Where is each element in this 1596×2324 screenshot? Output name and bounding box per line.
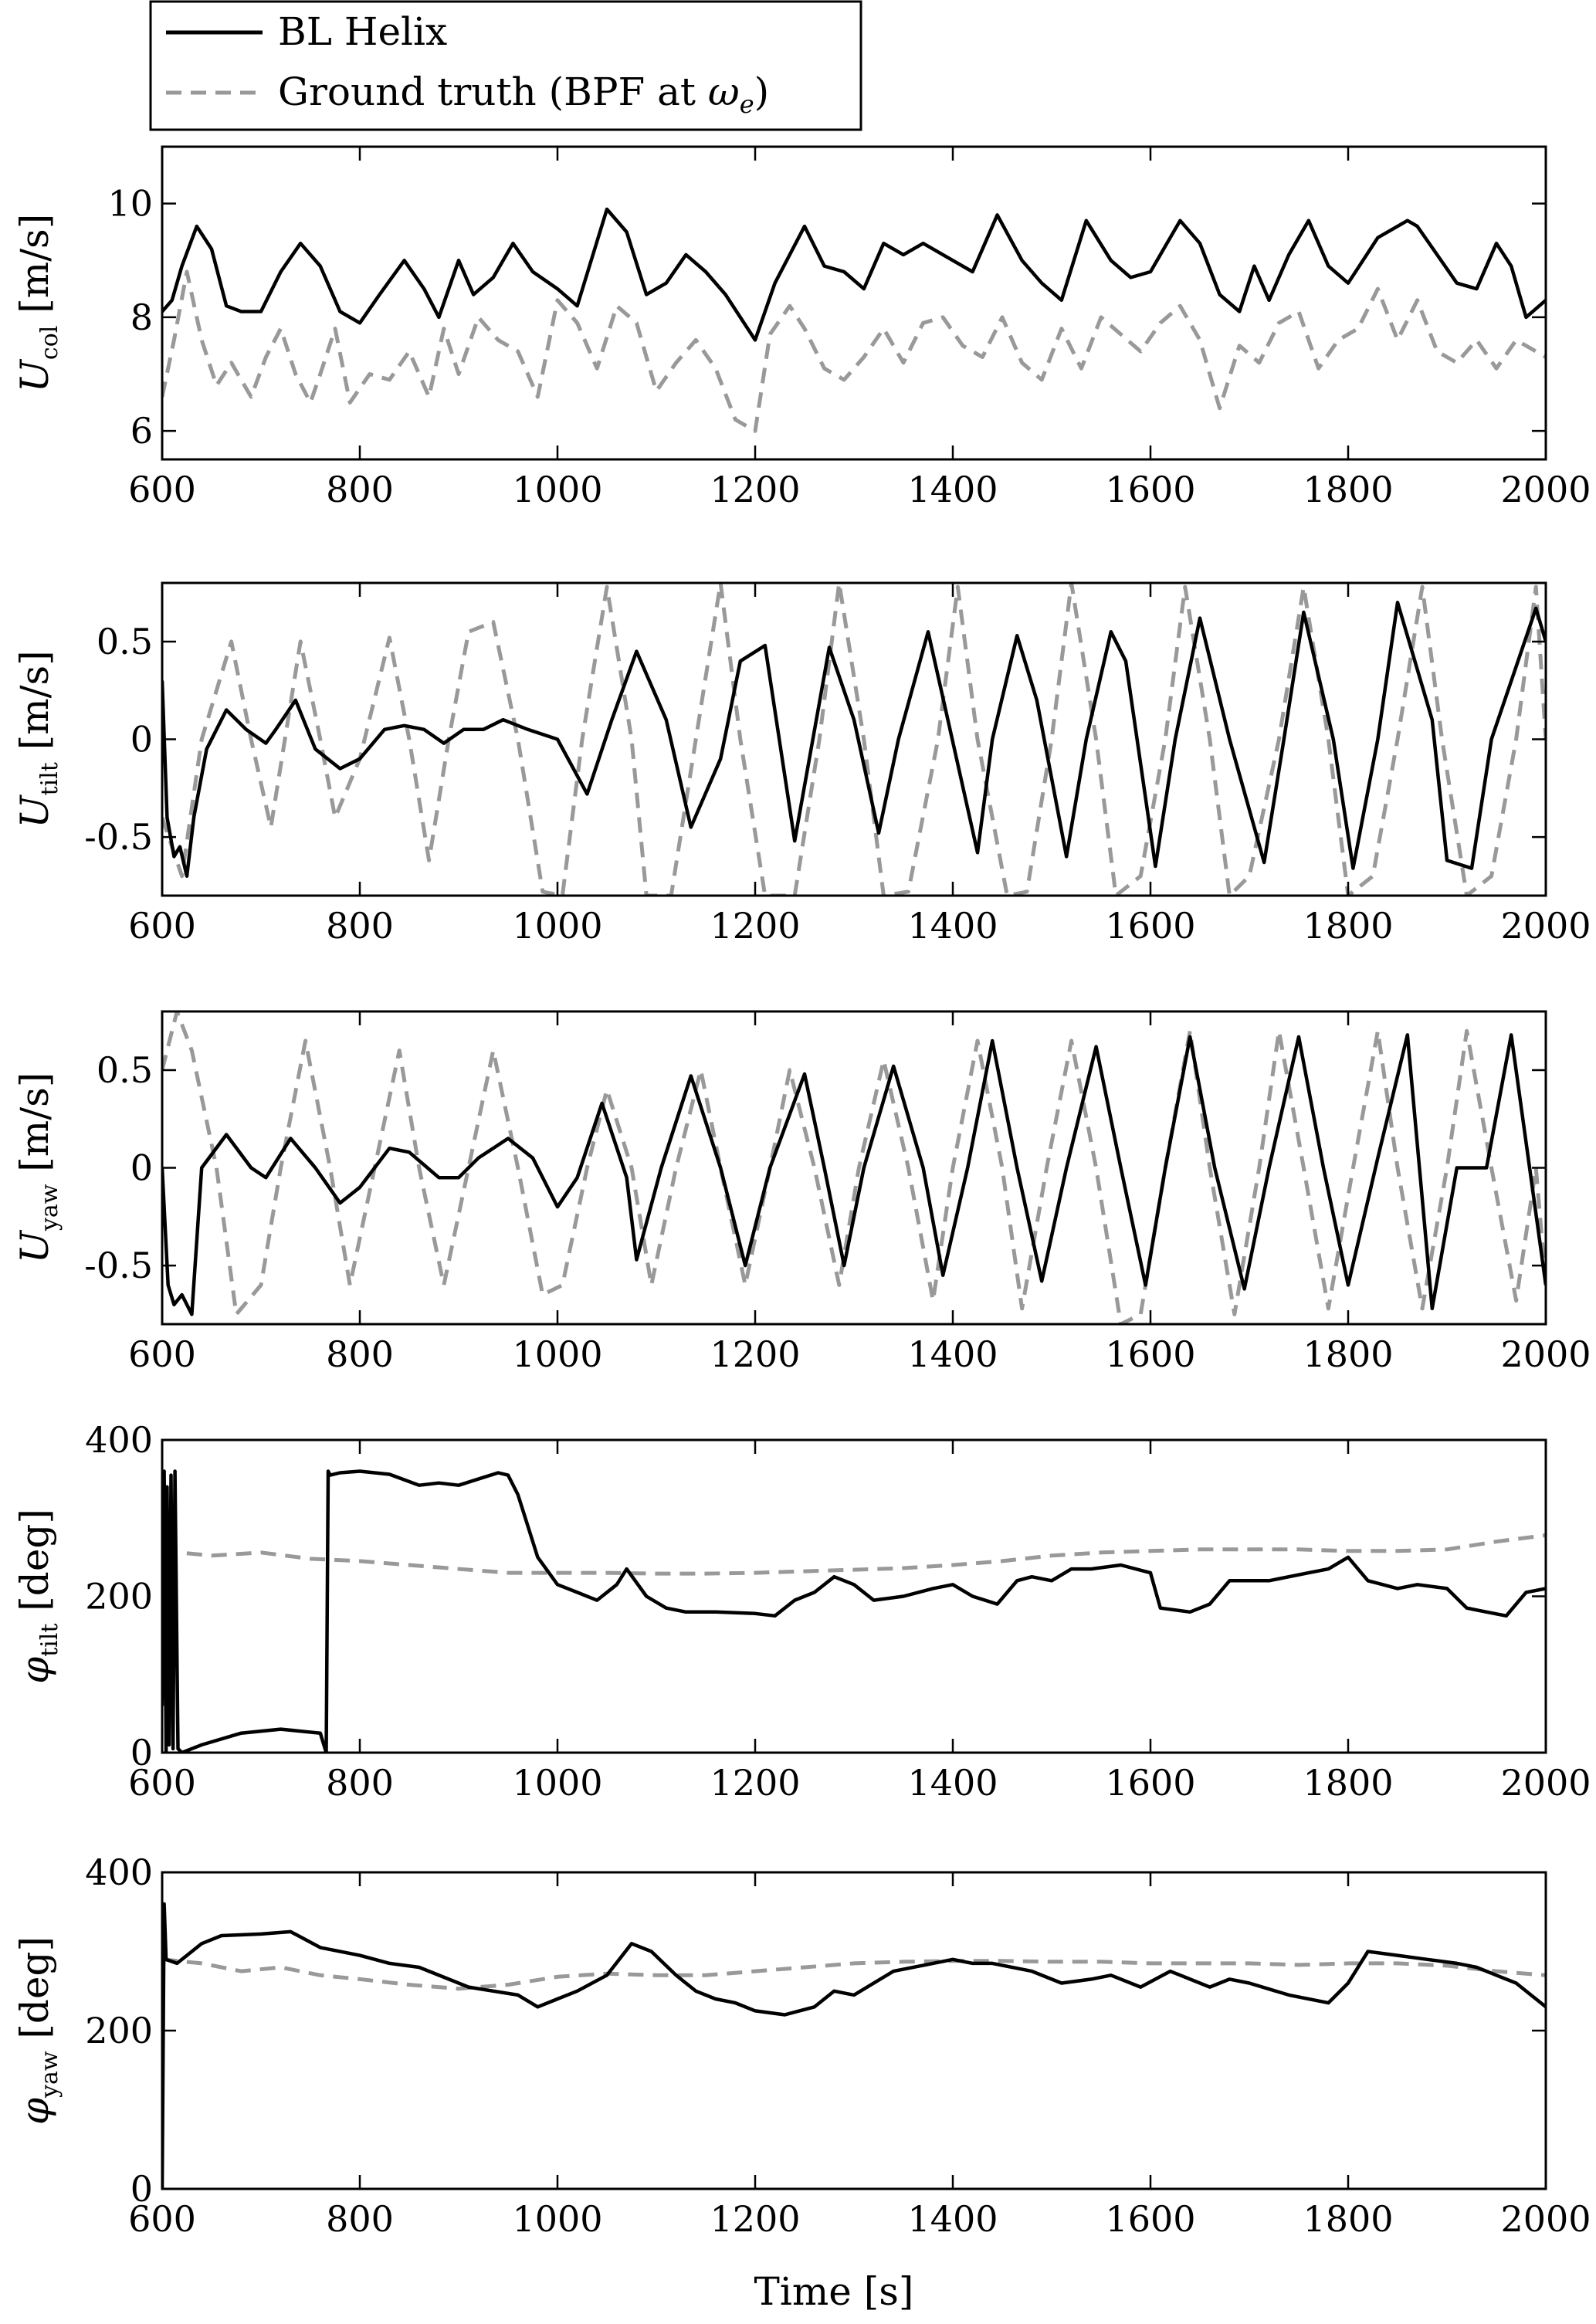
series-bl-helix-phi-tilt — [162, 1469, 1546, 1753]
y-tick-label: -0.5 — [84, 1245, 153, 1286]
panel-phi-yaw: 600 800 1000 1200 1400 1600 1800 2000 0 200 400 φya… — [12, 1851, 1591, 2240]
x-tick-label: 1600 — [1105, 2198, 1195, 2240]
y-tick-label: 200 — [85, 1576, 153, 1618]
plot-frame-u-tilt — [161, 581, 1547, 897]
panel-u-tilt: 600 800 1000 1200 1400 1600 1800 2000 -0.5 0 0.5 Ut… — [12, 581, 1591, 947]
y-tick-label: 0.5 — [97, 1049, 153, 1091]
y-tick-label: 0 — [130, 719, 153, 761]
panel-phi-tilt: 600 800 1000 1200 1400 1600 1800 2000 0 200 400 φti… — [12, 1419, 1591, 1804]
plot-frame-phi-tilt — [161, 1438, 1547, 1754]
x-axis-label: Time [s] — [754, 2269, 914, 2314]
series-ground-truth-phi-yaw — [162, 1957, 1546, 1991]
x-tick-label: 800 — [326, 2198, 394, 2240]
y-tick-label: 400 — [85, 1419, 153, 1461]
panel-u-col: 600 800 1000 1200 1400 1600 1800 2000 6 8 10 Ucol [… — [12, 145, 1591, 510]
x-tick-label: 1200 — [710, 905, 800, 947]
x-tick-label: 600 — [128, 1762, 196, 1804]
x-tick-label: 2000 — [1500, 1333, 1591, 1375]
legend-box — [149, 0, 862, 131]
x-tick-label: 1600 — [1105, 1762, 1195, 1804]
x-tick-label: 1200 — [710, 1333, 800, 1375]
x-tick-label: 600 — [128, 905, 196, 947]
x-tick-label: 2000 — [1500, 905, 1591, 947]
series-bl-helix-u-tilt — [162, 601, 1546, 878]
y-tick-label: 6 — [130, 410, 153, 452]
y-axis-label-u-col: Ucol [m/s] — [12, 214, 63, 392]
y-tick-label: 400 — [85, 1851, 153, 1893]
x-tick-label: 2000 — [1500, 469, 1591, 510]
y-tick-label: 8 — [130, 296, 153, 338]
y-tick-label: -0.5 — [84, 816, 153, 858]
x-tick-label: 800 — [326, 1762, 394, 1804]
series-bl-helix-phi-yaw — [162, 1902, 1546, 2189]
x-tick-label: 1400 — [907, 469, 998, 510]
x-tick-label: 2000 — [1500, 1762, 1591, 1804]
x-tick-label: 1800 — [1303, 469, 1393, 510]
x-tick-label: 1000 — [512, 1333, 602, 1375]
series-ground-truth-u-col — [162, 269, 1546, 433]
series-ground-truth-u-yaw — [162, 1011, 1546, 1324]
series-ground-truth-phi-tilt — [162, 1533, 1546, 1576]
y-tick-label: 0 — [130, 1732, 153, 1773]
x-tick-label: 600 — [128, 1333, 196, 1375]
x-tick-label: 1600 — [1105, 1333, 1195, 1375]
x-tick-label: 1000 — [512, 905, 602, 947]
x-tick-label: 1600 — [1105, 905, 1195, 947]
x-tick-label: 1200 — [710, 2198, 800, 2240]
y-tick-label: 0 — [130, 2168, 153, 2210]
x-tick-label: 1800 — [1303, 2198, 1393, 2240]
x-tick-label: 1000 — [512, 2198, 602, 2240]
y-tick-label: 200 — [85, 2010, 153, 2051]
x-tick-label: 1400 — [907, 2198, 998, 2240]
y-axis-label-u-tilt: Utilt [m/s] — [12, 650, 63, 828]
plot-frame-u-col — [161, 145, 1547, 461]
y-axis-label-u-yaw: Uyaw [m/s] — [12, 1072, 63, 1263]
series-bl-helix-u-yaw — [162, 1033, 1546, 1316]
panel-u-yaw: 600 800 1000 1200 1400 1600 1800 2000 -0.5 0 0.5 Uy… — [12, 1010, 1591, 1375]
series-ground-truth-u-tilt — [162, 583, 1546, 896]
x-tick-label: 1200 — [710, 469, 800, 510]
x-tick-label: 1000 — [512, 469, 602, 510]
x-tick-label: 800 — [326, 1333, 394, 1375]
x-tick-label: 1600 — [1105, 469, 1195, 510]
plot-frame-phi-yaw — [161, 1871, 1547, 2190]
x-tick-label: 1200 — [710, 1762, 800, 1804]
legend: BL Helix Ground truth (BPF at ωe) — [149, 0, 862, 131]
y-axis-label-phi-tilt: φtilt [deg] — [12, 1509, 63, 1684]
y-tick-label: 10 — [107, 183, 153, 225]
y-tick-label: 0.5 — [97, 621, 153, 662]
y-tick-label: 0 — [130, 1147, 153, 1189]
x-tick-label: 1400 — [907, 1762, 998, 1804]
x-tick-label: 1800 — [1303, 1333, 1393, 1375]
x-tick-label: 1000 — [512, 1762, 602, 1804]
x-tick-label: 600 — [128, 469, 196, 510]
legend-label-bl-helix: BL Helix — [278, 9, 447, 54]
x-tick-label: 1400 — [907, 1333, 998, 1375]
x-tick-label: 1800 — [1303, 1762, 1393, 1804]
x-tick-label: 800 — [326, 905, 394, 947]
y-axis-label-phi-yaw: φyaw [deg] — [12, 1936, 63, 2125]
legend-label-ground-truth: Ground truth (BPF at ωe) — [278, 69, 769, 119]
x-tick-label: 1800 — [1303, 905, 1393, 947]
x-tick-label: 2000 — [1500, 2198, 1591, 2240]
x-tick-label: 800 — [326, 469, 394, 510]
x-tick-label: 600 — [128, 2198, 196, 2240]
series-bl-helix-u-col — [162, 207, 1546, 342]
plot-frame-u-yaw — [161, 1010, 1547, 1326]
x-tick-label: 1400 — [907, 905, 998, 947]
